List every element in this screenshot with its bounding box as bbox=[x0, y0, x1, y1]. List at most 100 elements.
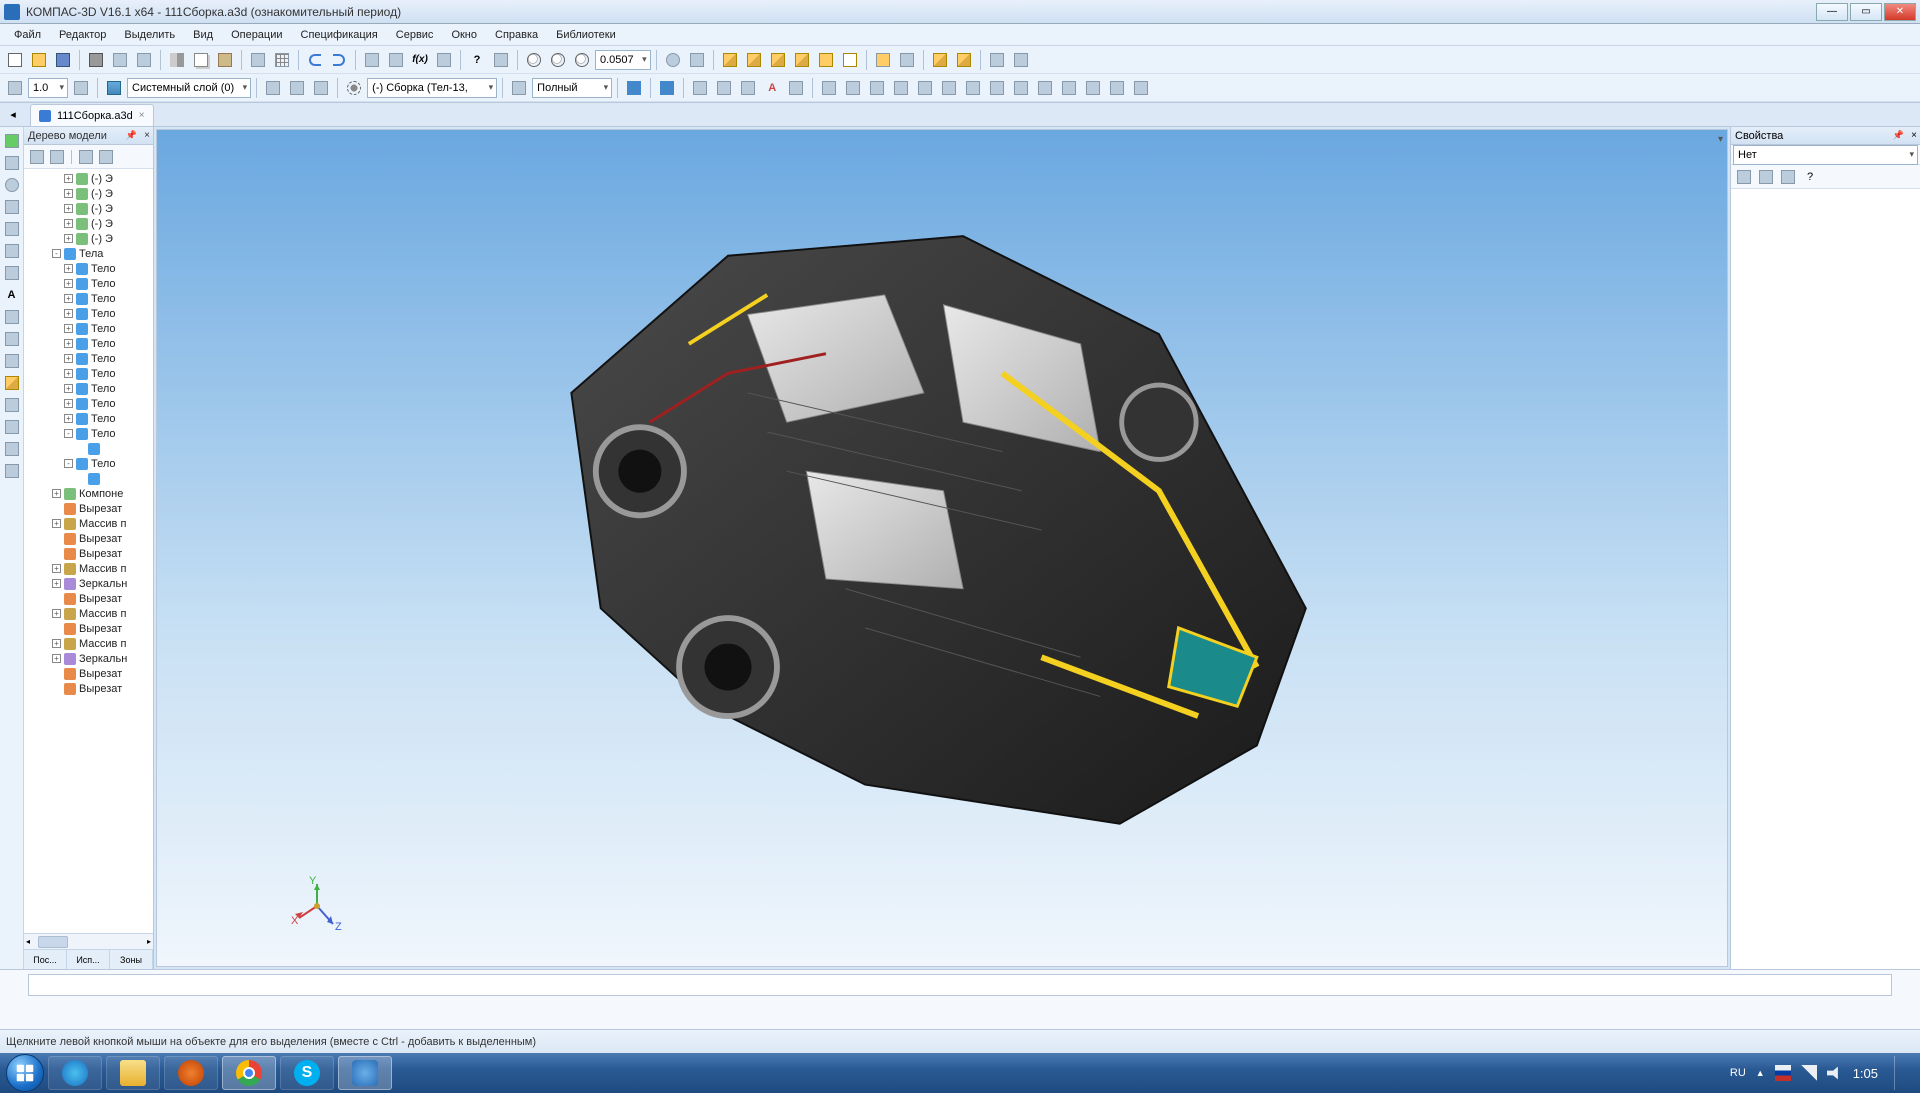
tree-row[interactable]: +Тело bbox=[24, 411, 153, 426]
menu-view[interactable]: Вид bbox=[185, 27, 221, 43]
tree-expand-icon[interactable]: + bbox=[64, 204, 73, 213]
properties-button[interactable] bbox=[247, 49, 269, 71]
show-desktop-button[interactable] bbox=[1894, 1056, 1906, 1090]
props-btn2[interactable] bbox=[1757, 168, 1775, 186]
tree-tab-zones[interactable]: Зоны bbox=[110, 950, 153, 969]
minimize-button[interactable]: — bbox=[1816, 3, 1848, 21]
tree-scrollbar[interactable]: ◂ ▸ bbox=[24, 933, 153, 949]
pan-button[interactable] bbox=[686, 49, 708, 71]
task-kompas[interactable] bbox=[338, 1056, 392, 1090]
tree-row[interactable]: +Тело bbox=[24, 291, 153, 306]
tree-row[interactable]: Вырезат bbox=[24, 666, 153, 681]
tree-row[interactable]: +Компоне bbox=[24, 486, 153, 501]
chain5-button[interactable] bbox=[1034, 77, 1056, 99]
dim2-button[interactable] bbox=[713, 77, 735, 99]
tree-tab-pos[interactable]: Пос... bbox=[24, 950, 67, 969]
tree-expand-icon[interactable]: + bbox=[52, 564, 61, 573]
color-button[interactable] bbox=[623, 77, 645, 99]
tree-row[interactable]: +Тело bbox=[24, 306, 153, 321]
grid2-button[interactable] bbox=[310, 77, 332, 99]
vt-rect[interactable] bbox=[2, 219, 22, 239]
table-button[interactable] bbox=[785, 77, 807, 99]
assembly-icon[interactable] bbox=[343, 77, 365, 99]
menu-specification[interactable]: Спецификация bbox=[293, 27, 386, 43]
tree-row[interactable]: +(-) Э bbox=[24, 186, 153, 201]
layer-icon[interactable] bbox=[103, 77, 125, 99]
chain4-button[interactable] bbox=[1010, 77, 1032, 99]
filter-button[interactable] bbox=[896, 49, 918, 71]
grid-button[interactable] bbox=[271, 49, 293, 71]
task-skype[interactable]: S bbox=[280, 1056, 334, 1090]
chain8-button[interactable] bbox=[1106, 77, 1128, 99]
help-button[interactable] bbox=[490, 49, 512, 71]
tree-row[interactable]: +Массив п bbox=[24, 606, 153, 621]
tree-row[interactable]: Вырезат bbox=[24, 531, 153, 546]
tray-up-icon[interactable]: ▲ bbox=[1756, 1068, 1765, 1078]
dim1-button[interactable] bbox=[689, 77, 711, 99]
tree-row[interactable]: -Тела bbox=[24, 246, 153, 261]
tree-expand-icon[interactable]: + bbox=[64, 324, 73, 333]
zoom-out-button[interactable] bbox=[547, 49, 569, 71]
tree-row[interactable]: +(-) Э bbox=[24, 201, 153, 216]
tree-expand-icon[interactable]: + bbox=[64, 219, 73, 228]
tab-nav-left[interactable]: ◂ bbox=[4, 105, 22, 123]
tree-row[interactable]: Вырезат bbox=[24, 591, 153, 606]
shade-dropdown[interactable] bbox=[656, 77, 678, 99]
tree-expand-icon[interactable]: + bbox=[64, 264, 73, 273]
tree-expand-icon[interactable]: + bbox=[64, 294, 73, 303]
vt-circle[interactable] bbox=[2, 175, 22, 195]
tray-clock[interactable]: 1:05 bbox=[1853, 1066, 1878, 1081]
view-front-button[interactable] bbox=[743, 49, 765, 71]
chain6-button[interactable] bbox=[1058, 77, 1080, 99]
tree-mode2-button[interactable] bbox=[48, 148, 66, 166]
tree-expand-icon[interactable]: + bbox=[64, 384, 73, 393]
zoom-in-button[interactable] bbox=[523, 49, 545, 71]
zoom-fit-button[interactable] bbox=[571, 49, 593, 71]
text-button[interactable]: A bbox=[761, 77, 783, 99]
dist-h-button[interactable] bbox=[890, 77, 912, 99]
layer-combo[interactable]: Системный слой (0) bbox=[127, 78, 251, 98]
open-button[interactable] bbox=[28, 49, 50, 71]
doc-dropdown-button[interactable] bbox=[133, 49, 155, 71]
tree-row[interactable]: +Массив п bbox=[24, 636, 153, 651]
vt-pattern[interactable] bbox=[2, 461, 22, 481]
axis-button[interactable] bbox=[4, 77, 26, 99]
vt-spline[interactable] bbox=[2, 241, 22, 261]
tree-body[interactable]: +(-) Э+(-) Э+(-) Э+(-) Э+(-) Э-Тела+Тело… bbox=[24, 169, 153, 933]
menu-file[interactable]: Файл bbox=[6, 27, 49, 43]
assembly-combo[interactable]: (-) Сборка (Тел-13, bbox=[367, 78, 497, 98]
chain7-button[interactable] bbox=[1082, 77, 1104, 99]
props-pin-icon[interactable]: 📌 bbox=[1893, 130, 1904, 141]
scale-combo[interactable]: 1.0 bbox=[28, 78, 68, 98]
vt-hole[interactable] bbox=[2, 417, 22, 437]
tree-expand-icon[interactable]: + bbox=[64, 309, 73, 318]
tree-row[interactable]: +Тело bbox=[24, 351, 153, 366]
undo-button[interactable] bbox=[304, 49, 326, 71]
tree-row[interactable]: +Тело bbox=[24, 381, 153, 396]
tray-volume-icon[interactable] bbox=[1827, 1065, 1843, 1081]
doctab-close-icon[interactable]: × bbox=[139, 110, 145, 121]
iso-button[interactable] bbox=[719, 49, 741, 71]
props-close-icon[interactable]: × bbox=[1911, 130, 1917, 141]
vt-arc[interactable] bbox=[2, 197, 22, 217]
box-button[interactable] bbox=[929, 49, 951, 71]
tree-row[interactable]: +Массив п bbox=[24, 561, 153, 576]
tree-expand-icon[interactable]: + bbox=[52, 654, 61, 663]
display-icon[interactable] bbox=[508, 77, 530, 99]
tree-row[interactable]: +Зеркальн bbox=[24, 576, 153, 591]
menu-service[interactable]: Сервис bbox=[388, 27, 442, 43]
tree-row[interactable]: +Тело bbox=[24, 396, 153, 411]
tree-expand-icon[interactable]: - bbox=[52, 249, 61, 258]
tree-expand-icon[interactable]: + bbox=[64, 369, 73, 378]
tree-row[interactable]: +Тело bbox=[24, 276, 153, 291]
dim3-button[interactable] bbox=[737, 77, 759, 99]
menu-editor[interactable]: Редактор bbox=[51, 27, 114, 43]
tray-network-icon[interactable] bbox=[1801, 1065, 1817, 1081]
menu-select[interactable]: Выделить bbox=[116, 27, 183, 43]
vt-extrude[interactable] bbox=[2, 373, 22, 393]
task-explorer[interactable] bbox=[106, 1056, 160, 1090]
tree-expand-icon[interactable]: + bbox=[64, 399, 73, 408]
snap-button[interactable] bbox=[286, 77, 308, 99]
tree-row[interactable]: +Массив п bbox=[24, 516, 153, 531]
view-shade-button[interactable] bbox=[815, 49, 837, 71]
